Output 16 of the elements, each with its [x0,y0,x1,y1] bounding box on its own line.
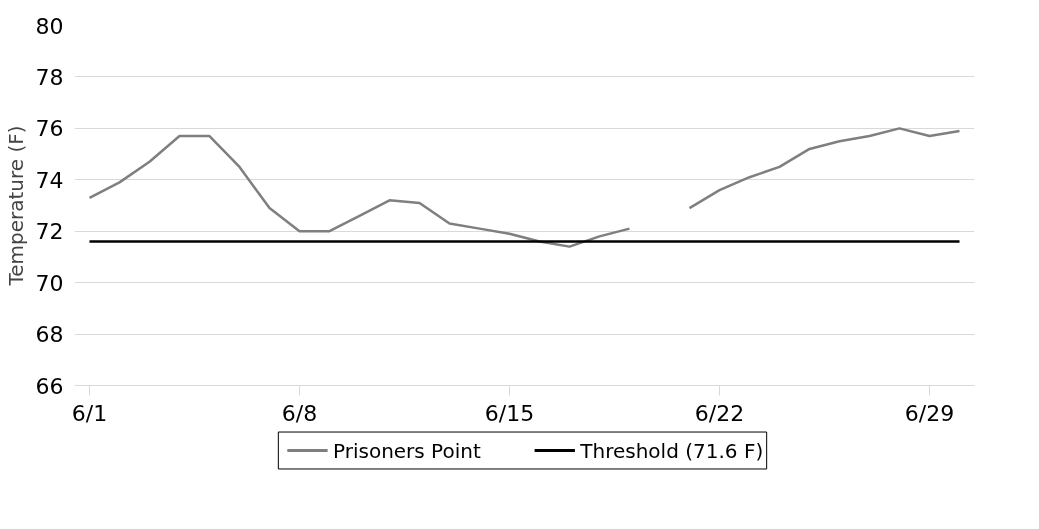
y-tick-label: 68 [35,322,64,348]
y-tick-label: 78 [35,64,64,90]
y-tick-label: 66 [35,373,64,399]
y-tick-label: 72 [35,219,64,245]
y-tick-label: 74 [35,167,64,193]
x-tick-label: 6/15 [484,400,535,426]
x-tick-label: 6/22 [694,400,745,426]
y-tick-label: 80 [35,13,64,39]
y-axis-title: Temperature (F) [3,125,28,287]
legend-label: Prisoners Point [333,438,481,463]
x-tick-label: 6/8 [281,400,318,426]
y-tick-label: 76 [35,116,64,142]
legend-label: Threshold (71.6 F) [579,438,764,463]
y-tick-label: 70 [35,270,64,296]
x-tick-label: 6/1 [71,400,108,426]
x-tick-label: 6/29 [904,400,955,426]
